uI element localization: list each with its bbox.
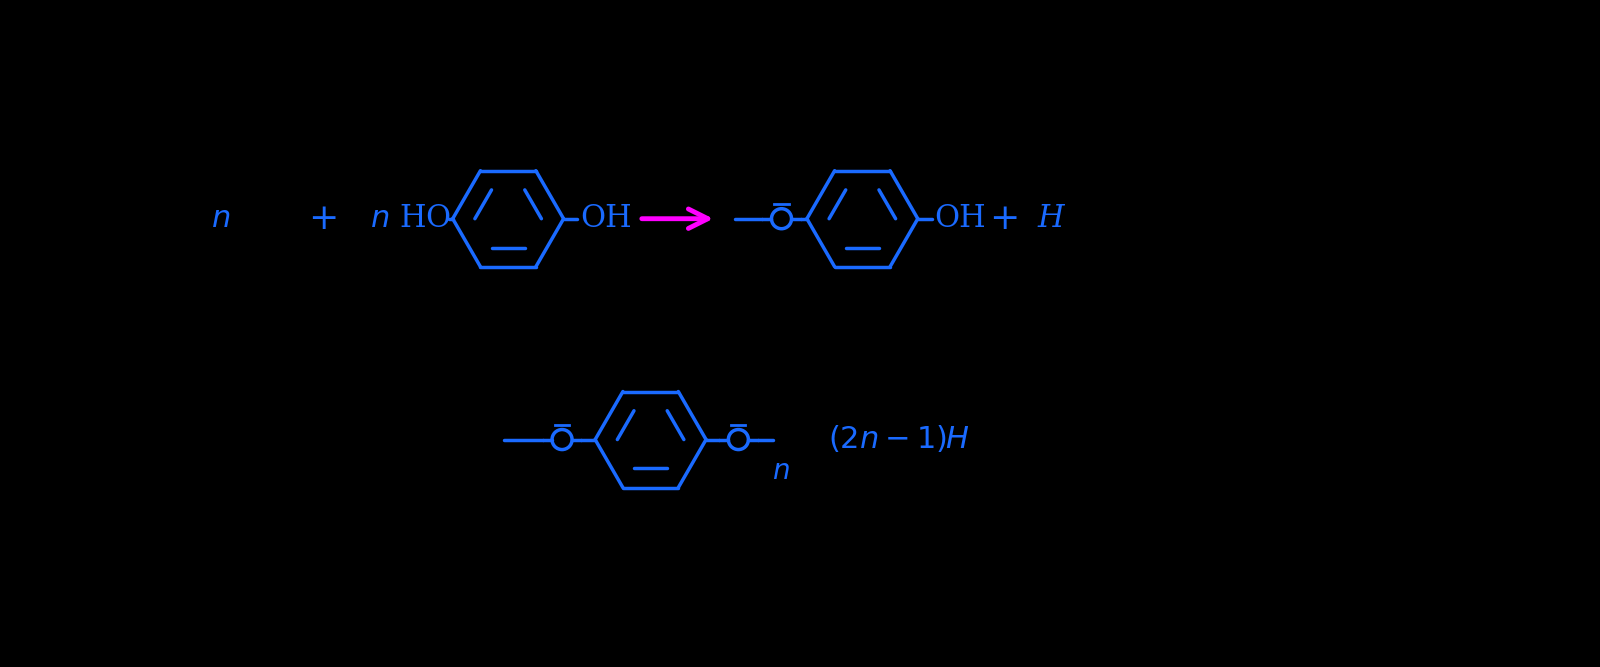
Text: +: +	[990, 201, 1019, 235]
Text: H: H	[1038, 203, 1064, 234]
Text: $n$ HO: $n$ HO	[370, 203, 451, 234]
Text: OH: OH	[934, 203, 986, 234]
Text: $(2n-1)H$: $(2n-1)H$	[827, 424, 970, 455]
Text: +: +	[309, 201, 339, 235]
Text: $n$: $n$	[211, 203, 230, 234]
Text: $n$: $n$	[771, 458, 789, 486]
Text: OH: OH	[581, 203, 632, 234]
